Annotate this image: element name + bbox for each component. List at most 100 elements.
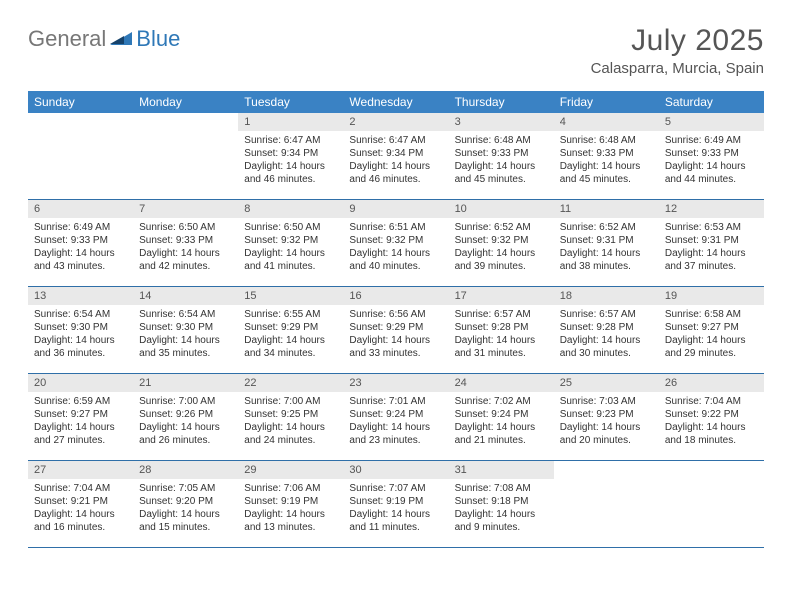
daylight-line: Daylight: 14 hours and 26 minutes. — [139, 421, 232, 447]
day-number: 11 — [554, 200, 659, 218]
calendar-day: 4Sunrise: 6:48 AMSunset: 9:33 PMDaylight… — [554, 113, 659, 199]
day-details: Sunrise: 7:04 AMSunset: 9:21 PMDaylight:… — [28, 479, 133, 538]
daylight-line: Daylight: 14 hours and 11 minutes. — [349, 508, 442, 534]
calendar-week-row: 1Sunrise: 6:47 AMSunset: 9:34 PMDaylight… — [28, 113, 764, 200]
day-number: 20 — [28, 374, 133, 392]
daylight-line: Daylight: 14 hours and 45 minutes. — [455, 160, 548, 186]
day-number: 24 — [449, 374, 554, 392]
day-number: 12 — [659, 200, 764, 218]
sunset-line: Sunset: 9:28 PM — [560, 321, 653, 334]
sunset-line: Sunset: 9:30 PM — [34, 321, 127, 334]
day-number: 6 — [28, 200, 133, 218]
calendar-day: 24Sunrise: 7:02 AMSunset: 9:24 PMDayligh… — [449, 374, 554, 460]
daylight-line: Daylight: 14 hours and 40 minutes. — [349, 247, 442, 273]
sunrise-line: Sunrise: 6:49 AM — [665, 134, 758, 147]
sunrise-line: Sunrise: 6:47 AM — [244, 134, 337, 147]
calendar-day: 17Sunrise: 6:57 AMSunset: 9:28 PMDayligh… — [449, 287, 554, 373]
calendar-day: 25Sunrise: 7:03 AMSunset: 9:23 PMDayligh… — [554, 374, 659, 460]
day-number: 14 — [133, 287, 238, 305]
day-details: Sunrise: 7:06 AMSunset: 9:19 PMDaylight:… — [238, 479, 343, 538]
day-number: 13 — [28, 287, 133, 305]
calendar-day: 6 Sunrise: 6:49 AMSunset: 9:33 PMDaylight… — [28, 200, 133, 286]
day-details: Sunrise: 6:50 AMSunset: 9:32 PMDaylight:… — [238, 218, 343, 277]
day-details: Sunrise: 7:05 AMSunset: 9:20 PMDaylight:… — [133, 479, 238, 538]
sunrise-line: Sunrise: 7:07 AM — [349, 482, 442, 495]
sunset-line: Sunset: 9:27 PM — [665, 321, 758, 334]
sunrise-line: Sunrise: 6:55 AM — [244, 308, 337, 321]
day-number: 23 — [343, 374, 448, 392]
daylight-line: Daylight: 14 hours and 29 minutes. — [665, 334, 758, 360]
sunset-line: Sunset: 9:33 PM — [560, 147, 653, 160]
day-details: Sunrise: 6:56 AMSunset: 9:29 PMDaylight:… — [343, 305, 448, 364]
sunset-line: Sunset: 9:24 PM — [349, 408, 442, 421]
day-number: 9 — [343, 200, 448, 218]
daylight-line: Daylight: 14 hours and 38 minutes. — [560, 247, 653, 273]
daylight-line: Daylight: 14 hours and 43 minutes. — [34, 247, 127, 273]
day-details: Sunrise: 7:03 AMSunset: 9:23 PMDaylight:… — [554, 392, 659, 451]
calendar-day: 14Sunrise: 6:54 AMSunset: 9:30 PMDayligh… — [133, 287, 238, 373]
daylight-line: Daylight: 14 hours and 39 minutes. — [455, 247, 548, 273]
day-details: Sunrise: 7:00 AMSunset: 9:26 PMDaylight:… — [133, 392, 238, 451]
day-number: 25 — [554, 374, 659, 392]
daylight-line: Daylight: 14 hours and 31 minutes. — [455, 334, 548, 360]
day-number: 16 — [343, 287, 448, 305]
daylight-line: Daylight: 14 hours and 37 minutes. — [665, 247, 758, 273]
daylight-line: Daylight: 14 hours and 24 minutes. — [244, 421, 337, 447]
daylight-line: Daylight: 14 hours and 15 minutes. — [139, 508, 232, 534]
sunset-line: Sunset: 9:20 PM — [139, 495, 232, 508]
calendar-day-empty — [133, 113, 238, 199]
sunset-line: Sunset: 9:31 PM — [665, 234, 758, 247]
day-details: Sunrise: 6:57 AMSunset: 9:28 PMDaylight:… — [449, 305, 554, 364]
daylight-line: Daylight: 14 hours and 41 minutes. — [244, 247, 337, 273]
day-details: Sunrise: 6:49 AMSunset: 9:33 PMDaylight:… — [659, 131, 764, 190]
sunset-line: Sunset: 9:31 PM — [560, 234, 653, 247]
calendar-day: 9Sunrise: 6:51 AMSunset: 9:32 PMDaylight… — [343, 200, 448, 286]
sunrise-line: Sunrise: 6:54 AM — [139, 308, 232, 321]
sunset-line: Sunset: 9:34 PM — [244, 147, 337, 160]
day-number: 1 — [238, 113, 343, 131]
sunrise-line: Sunrise: 6:49 AM — [34, 221, 127, 234]
daylight-line: Daylight: 14 hours and 45 minutes. — [560, 160, 653, 186]
sunrise-line: Sunrise: 6:51 AM — [349, 221, 442, 234]
daylight-line: Daylight: 14 hours and 23 minutes. — [349, 421, 442, 447]
sunrise-line: Sunrise: 6:53 AM — [665, 221, 758, 234]
day-details: Sunrise: 6:55 AMSunset: 9:29 PMDaylight:… — [238, 305, 343, 364]
weekday-header: Tuesday — [238, 91, 343, 113]
sunrise-line: Sunrise: 7:02 AM — [455, 395, 548, 408]
sunset-line: Sunset: 9:33 PM — [34, 234, 127, 247]
day-number: 18 — [554, 287, 659, 305]
sunset-line: Sunset: 9:22 PM — [665, 408, 758, 421]
day-details: Sunrise: 6:54 AMSunset: 9:30 PMDaylight:… — [28, 305, 133, 364]
calendar-day: 3Sunrise: 6:48 AMSunset: 9:33 PMDaylight… — [449, 113, 554, 199]
sunrise-line: Sunrise: 6:47 AM — [349, 134, 442, 147]
calendar-day: 10Sunrise: 6:52 AMSunset: 9:32 PMDayligh… — [449, 200, 554, 286]
calendar-day-empty — [659, 461, 764, 547]
day-number: 15 — [238, 287, 343, 305]
day-details: Sunrise: 6:58 AMSunset: 9:27 PMDaylight:… — [659, 305, 764, 364]
sunset-line: Sunset: 9:27 PM — [34, 408, 127, 421]
sunrise-line: Sunrise: 7:00 AM — [139, 395, 232, 408]
calendar-day: 28Sunrise: 7:05 AMSunset: 9:20 PMDayligh… — [133, 461, 238, 547]
calendar-day: 22Sunrise: 7:00 AMSunset: 9:25 PMDayligh… — [238, 374, 343, 460]
sunrise-line: Sunrise: 6:50 AM — [139, 221, 232, 234]
sunset-line: Sunset: 9:23 PM — [560, 408, 653, 421]
calendar-day: 1Sunrise: 6:47 AMSunset: 9:34 PMDaylight… — [238, 113, 343, 199]
sunset-line: Sunset: 9:29 PM — [244, 321, 337, 334]
sunset-line: Sunset: 9:18 PM — [455, 495, 548, 508]
day-details: Sunrise: 6:59 AMSunset: 9:27 PMDaylight:… — [28, 392, 133, 451]
day-details: Sunrise: 6:53 AMSunset: 9:31 PMDaylight:… — [659, 218, 764, 277]
sunrise-line: Sunrise: 6:50 AM — [244, 221, 337, 234]
sunset-line: Sunset: 9:33 PM — [455, 147, 548, 160]
sunset-line: Sunset: 9:21 PM — [34, 495, 127, 508]
daylight-line: Daylight: 14 hours and 36 minutes. — [34, 334, 127, 360]
daylight-line: Daylight: 14 hours and 16 minutes. — [34, 508, 127, 534]
day-number — [133, 113, 238, 117]
day-details: Sunrise: 7:00 AMSunset: 9:25 PMDaylight:… — [238, 392, 343, 451]
calendar-day: 18Sunrise: 6:57 AMSunset: 9:28 PMDayligh… — [554, 287, 659, 373]
sunrise-line: Sunrise: 6:48 AM — [455, 134, 548, 147]
day-details: Sunrise: 6:48 AMSunset: 9:33 PMDaylight:… — [554, 131, 659, 190]
sunset-line: Sunset: 9:24 PM — [455, 408, 548, 421]
sunrise-line: Sunrise: 7:01 AM — [349, 395, 442, 408]
calendar-week-row: 6Sunrise: 6:49 AMSunset: 9:33 PMDaylight… — [28, 200, 764, 287]
header: General Blue July 2025 Calasparra, Murci… — [28, 24, 764, 77]
